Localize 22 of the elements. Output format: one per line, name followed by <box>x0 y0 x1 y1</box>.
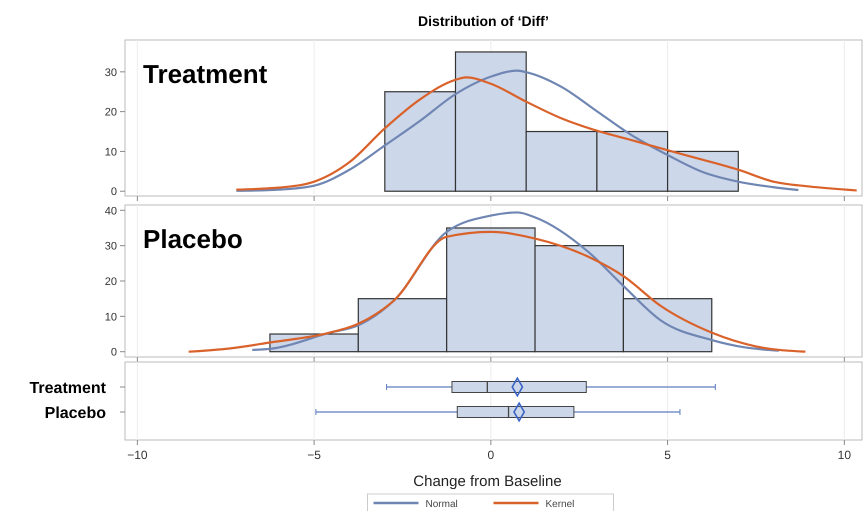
y-tick-label: 10 <box>104 311 117 324</box>
y-tick-label: 30 <box>104 240 117 253</box>
y-tick-label: Treatment <box>30 380 107 397</box>
line-series <box>251 211 780 352</box>
annotation: Placebo <box>143 224 243 254</box>
x-tick-label: −10 <box>127 448 148 462</box>
chart-title: Distribution of ‘Diff’ <box>418 13 549 29</box>
x-tick-label: 5 <box>664 448 672 462</box>
x-axis-title: Change from Baseline <box>413 473 562 490</box>
x-tick-label: −5 <box>307 448 322 462</box>
legend-label: Normal <box>426 499 458 510</box>
x-tick-label: 0 <box>488 448 495 462</box>
legend-label: Kernel <box>546 499 574 510</box>
x-tick-label: 10 <box>838 448 852 462</box>
y-tick-label: 20 <box>104 276 117 288</box>
y-tick-label: 30 <box>104 66 117 79</box>
annotation: Treatment <box>143 59 268 89</box>
y-tick-label: 0 <box>110 186 117 198</box>
y-tick-label: 40 <box>104 205 117 218</box>
y-tick-label: 0 <box>110 346 117 359</box>
y-tick-label: 20 <box>104 106 117 119</box>
y-tick-label: 10 <box>104 146 117 158</box>
